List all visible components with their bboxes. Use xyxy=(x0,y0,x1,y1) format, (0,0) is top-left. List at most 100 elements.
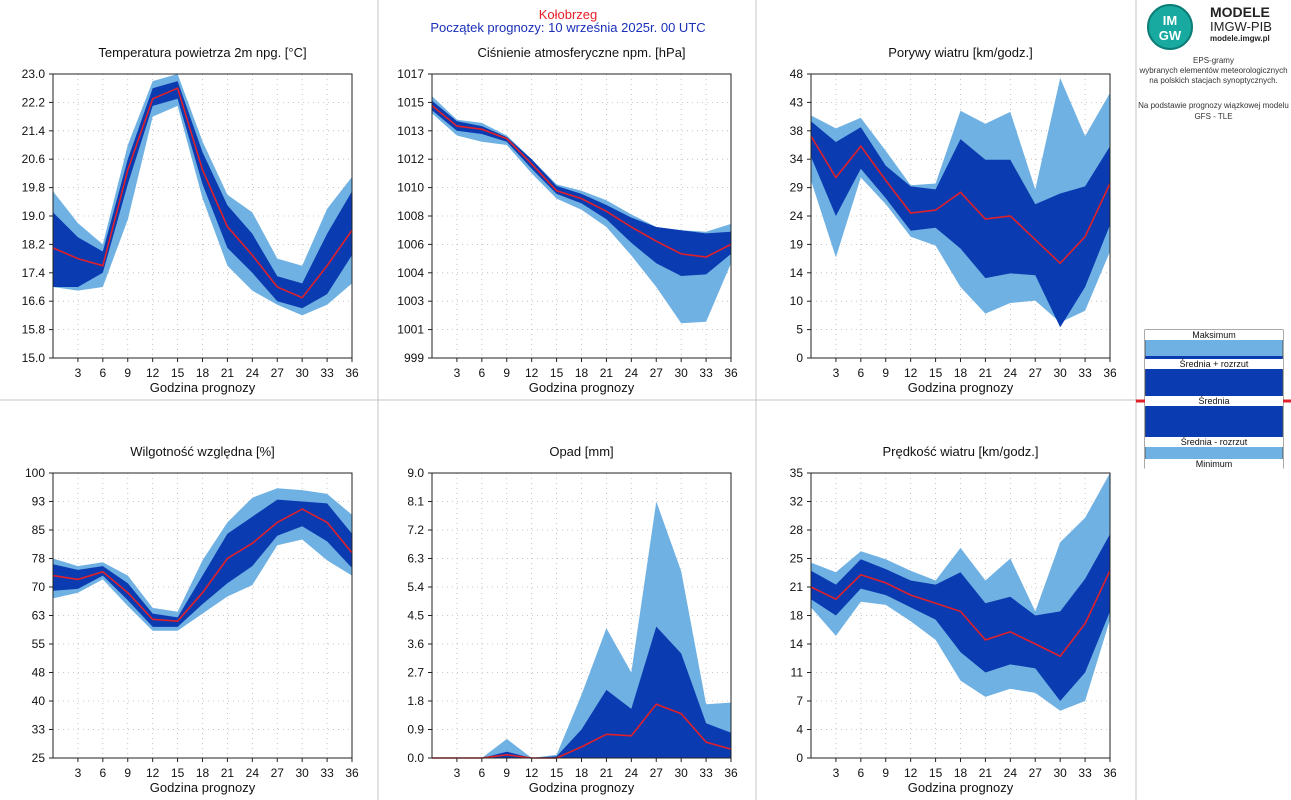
x-axis-label: Godzina prognozy xyxy=(908,780,1014,795)
y-tick-label: 55 xyxy=(32,637,46,651)
mean-line xyxy=(810,135,1111,265)
mean-line xyxy=(52,508,353,623)
x-tick-label: 15 xyxy=(929,766,943,780)
x-tick-label: 3 xyxy=(833,366,840,380)
charts-layer: Temperatura powietrza 2m npg. [°C] 15.0 15… xyxy=(22,45,1117,795)
mean-line xyxy=(52,87,353,299)
x-tick-label: 33 xyxy=(320,366,334,380)
forecast-start: Początek prognozy: 10 września 2025r. 00… xyxy=(430,20,706,35)
chart-temp: Temperatura powietrza 2m npg. [°C] 15.0 15… xyxy=(22,45,359,395)
x-tick-label: 9 xyxy=(882,366,889,380)
x-tick-label: 27 xyxy=(271,766,285,780)
x-tick-label: 36 xyxy=(1103,766,1117,780)
x-tick-label: 3 xyxy=(454,766,461,780)
x-tick-label: 33 xyxy=(699,766,713,780)
y-tick-label: 25 xyxy=(32,751,46,765)
y-tick-label: 48 xyxy=(32,666,46,680)
x-tick-label: 21 xyxy=(221,366,235,380)
y-tick-label: 1012 xyxy=(397,152,424,166)
band-spread xyxy=(432,100,731,276)
y-tick-label: 0 xyxy=(796,351,803,365)
y-tick-label: 21.4 xyxy=(22,124,46,138)
x-tick-label: 15 xyxy=(550,366,564,380)
x-tick-label: 6 xyxy=(99,366,106,380)
y-tick-label: 3.6 xyxy=(407,637,424,651)
x-tick-label: 21 xyxy=(979,766,993,780)
brand-url[interactable]: modele.imgw.pl xyxy=(1210,34,1270,43)
x-tick-label: 18 xyxy=(954,766,968,780)
chart-title: Opad [mm] xyxy=(549,444,613,459)
desc-line1: EPS-gramy xyxy=(1193,56,1234,65)
x-tick-label: 12 xyxy=(146,366,160,380)
x-tick-label: 24 xyxy=(1004,366,1018,380)
x-tick-label: 24 xyxy=(246,766,260,780)
x-tick-label: 9 xyxy=(124,766,131,780)
y-tick-label: 17.4 xyxy=(22,266,46,280)
y-tick-label: 38 xyxy=(790,124,804,138)
y-tick-label: 1017 xyxy=(397,67,424,81)
y-tick-label: 1.8 xyxy=(407,694,424,708)
y-tick-label: 14 xyxy=(790,266,804,280)
y-tick-label: 8.1 xyxy=(407,495,424,509)
chart-title: Wilgotność względna [%] xyxy=(130,444,275,459)
station-name: Kołobrzeg xyxy=(538,7,598,22)
y-tick-label: 24 xyxy=(790,209,804,223)
x-tick-label: 18 xyxy=(196,366,210,380)
x-tick-label: 36 xyxy=(1103,366,1117,380)
y-tick-label: 35 xyxy=(790,466,804,480)
y-tick-label: 15.8 xyxy=(22,323,46,337)
x-tick-label: 18 xyxy=(575,366,589,380)
x-tick-label: 30 xyxy=(674,366,688,380)
x-tick-label: 6 xyxy=(857,366,864,380)
x-tick-label: 6 xyxy=(857,766,864,780)
y-tick-label: 78 xyxy=(32,552,46,566)
y-tick-label: 19.0 xyxy=(22,209,46,223)
x-tick-label: 27 xyxy=(1029,366,1043,380)
x-tick-label: 36 xyxy=(724,766,738,780)
x-tick-label: 3 xyxy=(75,366,82,380)
x-tick-label: 9 xyxy=(124,366,131,380)
x-tick-label: 27 xyxy=(650,766,664,780)
legend-label-mean: Średnia xyxy=(1145,396,1283,406)
y-tick-label: 40 xyxy=(32,694,46,708)
desc-line4: Na podstawie prognozy wiązkowej modelu xyxy=(1138,101,1289,110)
x-tick-label: 30 xyxy=(674,766,688,780)
svg-text:GW: GW xyxy=(1159,28,1182,43)
y-tick-label: 1010 xyxy=(397,181,424,195)
band-spread xyxy=(53,81,352,309)
x-tick-label: 15 xyxy=(550,766,564,780)
plot-frame xyxy=(52,73,353,359)
y-tick-label: 25 xyxy=(790,552,804,566)
x-tick-label: 3 xyxy=(75,766,82,780)
x-tick-label: 6 xyxy=(478,366,485,380)
y-tick-label: 5.4 xyxy=(407,580,424,594)
x-tick-label: 15 xyxy=(171,766,185,780)
y-tick-label: 16.6 xyxy=(22,294,46,308)
band-spread xyxy=(811,121,1110,328)
band-spread xyxy=(432,626,731,758)
y-tick-label: 85 xyxy=(32,523,46,537)
y-tick-label: 22.2 xyxy=(22,95,46,109)
x-tick-label: 12 xyxy=(525,766,539,780)
y-tick-label: 20.6 xyxy=(22,152,46,166)
x-tick-label: 12 xyxy=(525,366,539,380)
legend-label-mean-minus: Średnia - rozrzut xyxy=(1145,437,1283,447)
x-tick-label: 33 xyxy=(1078,366,1092,380)
x-tick-label: 24 xyxy=(625,366,639,380)
x-tick-label: 21 xyxy=(979,366,993,380)
x-axis-label: Godzina prognozy xyxy=(529,380,635,395)
y-tick-label: 10 xyxy=(790,294,804,308)
y-tick-label: 6.3 xyxy=(407,552,424,566)
y-tick-label: 2.7 xyxy=(407,666,424,680)
y-tick-label: 4 xyxy=(796,723,803,737)
y-tick-label: 63 xyxy=(32,609,46,623)
x-tick-label: 21 xyxy=(600,366,614,380)
x-tick-label: 24 xyxy=(625,766,639,780)
x-tick-label: 6 xyxy=(99,766,106,780)
y-tick-label: 33 xyxy=(32,723,46,737)
x-axis-label: Godzina prognozy xyxy=(529,780,635,795)
band-spread xyxy=(53,499,352,627)
band-min-max xyxy=(432,96,731,324)
x-tick-label: 24 xyxy=(246,366,260,380)
imgw-logo-icon: IM GW xyxy=(1147,4,1193,50)
